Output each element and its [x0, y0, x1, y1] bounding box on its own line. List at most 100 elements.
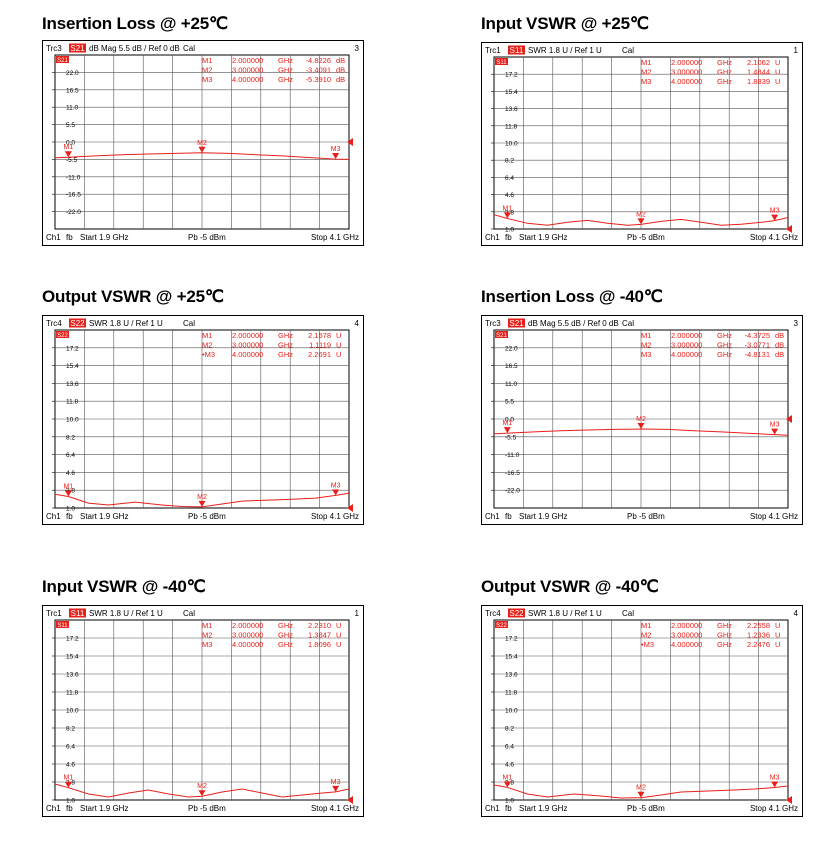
cal-label: Cal [622, 46, 634, 55]
format-label: SWR 1.8 U / Ref 1 U [528, 46, 602, 55]
param-label: S11 [510, 46, 524, 55]
param-badge [508, 608, 525, 618]
stop-frequency: Stop 4.1 GHz [750, 512, 798, 521]
y-tick-label: -22.0 [66, 209, 81, 216]
reference-level-marker [347, 796, 353, 804]
cal-label: Cal [622, 609, 634, 618]
trace-name: Trc3 [485, 319, 501, 328]
chart-title: Output VSWR @ +25℃ [42, 287, 224, 306]
marker-value-unit: U [336, 331, 341, 340]
analyzer-display: Trc3 S21 dB Mag 5.5 dB / Ref 0 dB Cal 3 22.0 1… [481, 315, 803, 525]
trace-line [493, 784, 789, 799]
marker-frequency: 4.000000 [232, 75, 263, 84]
stop-frequency: Stop 4.1 GHz [311, 512, 359, 521]
format-label: SWR 1.8 U / Ref 1 U [89, 609, 163, 618]
marker-triangle [198, 500, 206, 507]
reference-level-marker [786, 415, 792, 423]
y-tick-label: 11.8 [66, 690, 79, 697]
marker-triangle [332, 489, 340, 496]
chart-title: Insertion Loss @ +25℃ [42, 14, 228, 33]
marker-frequency-unit: GHz [717, 640, 732, 649]
trace-badge-label: S11 [57, 623, 68, 629]
marker-frequency: 3.000000 [232, 341, 263, 350]
y-tick-label: 16.5 [66, 87, 79, 94]
channel-label: Ch1 [485, 233, 500, 242]
y-tick-label: 10.0 [66, 417, 79, 424]
y-tick-label: 11.8 [505, 123, 518, 130]
power-level: Pb -5 dBm [188, 233, 226, 242]
marker-frequency-unit: GHz [717, 58, 732, 67]
y-tick-label: 4.6 [66, 762, 75, 769]
marker-name: M3 [641, 77, 651, 86]
param-label: S22 [70, 319, 85, 328]
marker-triangle [637, 422, 645, 429]
marker-name: M2 [641, 631, 651, 640]
cal-label: Cal [183, 319, 195, 328]
chart-plot: Trc4 S22 SWR 1.8 U / Ref 1 U Cal 4 17.2 15.4 13… [485, 608, 799, 813]
start-frequency: Start 1.9 GHz [519, 512, 567, 521]
marker-value: -4.8131 [745, 350, 770, 359]
stop-frequency: Stop 4.1 GHz [750, 804, 798, 813]
param-label: S22 [509, 609, 524, 618]
y-tick-label: 15.4 [66, 363, 79, 370]
marker-frequency-unit: GHz [717, 350, 732, 359]
trace-number: 3 [794, 319, 799, 328]
marker-frequency: 2.000000 [671, 58, 702, 67]
trace-line [493, 428, 789, 436]
analyzer-display: Trc1 S11 SWR 1.8 U / Ref 1 U Cal 1 17.2 15.4 13… [42, 605, 364, 817]
marker-label: M3 [331, 779, 341, 786]
marker-value-unit: dB [775, 350, 784, 359]
marker-value: 2.2558 [747, 621, 770, 630]
y-tick-label: 22.0 [66, 70, 79, 77]
channel-label: Ch1 [46, 512, 61, 521]
analyzer-display: Trc4 S22 SWR 1.8 U / Ref 1 U Cal 4 17.2 15.4 13… [481, 605, 803, 817]
y-tick-label: 6.4 [505, 175, 514, 182]
format-label: dB Mag 5.5 dB / Ref 0 dB [89, 44, 180, 53]
marker-name: M2 [641, 68, 651, 77]
marker-frequency-unit: GHz [717, 331, 732, 340]
marker-triangle [503, 427, 511, 434]
marker-value: -3.4091 [306, 66, 331, 75]
y-tick-label: -16.5 [505, 470, 520, 477]
trace-badge-label: S11 [496, 60, 507, 66]
marker-name: M1 [202, 331, 212, 340]
marker-triangle [198, 146, 206, 153]
y-tick-label: -11.0 [505, 452, 520, 459]
chart-title: Input VSWR @ +25℃ [481, 14, 649, 33]
marker-label: M1 [502, 205, 512, 212]
chart-title: Insertion Loss @ -40℃ [481, 287, 663, 306]
trace-badge-label: S22 [496, 623, 507, 629]
power-level: Pb -5 dBm [188, 512, 226, 521]
marker-label: M1 [63, 144, 73, 151]
marker-value-unit: dB [775, 341, 784, 350]
power-level: Pb -5 dBm [627, 512, 665, 521]
marker-value-unit: U [775, 58, 780, 67]
marker-triangle [64, 151, 72, 158]
marker-frequency-unit: GHz [278, 331, 293, 340]
trace-name: Trc1 [46, 609, 62, 618]
marker-frequency-unit: GHz [278, 640, 293, 649]
reference-level-marker [786, 796, 792, 804]
marker-value: 2.2310 [308, 621, 331, 630]
sweep-type: fb [66, 512, 73, 521]
stop-frequency: Stop 4.1 GHz [750, 233, 798, 242]
marker-name: M1 [202, 621, 212, 630]
marker-frequency-unit: GHz [278, 350, 293, 359]
marker-triangle [771, 428, 779, 435]
stop-frequency: Stop 4.1 GHz [311, 804, 359, 813]
trace-line [54, 783, 350, 798]
y-tick-label: 17.2 [66, 345, 79, 352]
param-label: S11 [71, 609, 85, 618]
cal-label: Cal [622, 319, 634, 328]
y-tick-label: 4.6 [505, 192, 514, 199]
marker-name: •M3 [641, 640, 654, 649]
y-tick-label: 22.0 [505, 345, 518, 352]
marker-label: M2 [197, 494, 207, 501]
marker-value-unit: dB [336, 66, 345, 75]
trace-badge [56, 56, 69, 63]
marker-frequency: 3.000000 [232, 66, 263, 75]
marker-triangle [771, 781, 779, 788]
channel-label: Ch1 [46, 804, 61, 813]
y-tick-label: 11.8 [66, 399, 79, 406]
marker-name: M2 [641, 341, 651, 350]
